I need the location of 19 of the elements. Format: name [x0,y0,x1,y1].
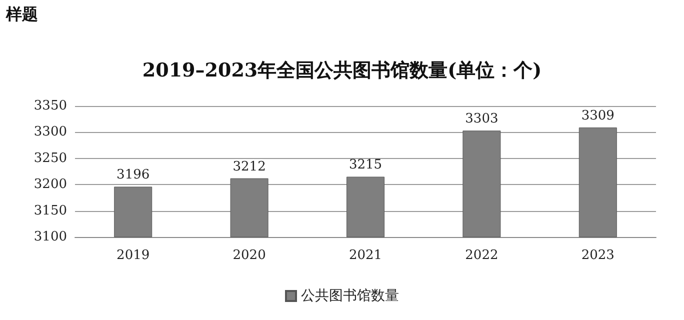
y-tick-label: 3200 [34,177,67,192]
y-tick-label: 3100 [34,230,67,244]
x-tick-label: 2019 [116,248,150,263]
data-label: 3303 [465,112,498,127]
data-label: 3309 [581,108,614,124]
legend-label: 公共图书馆数量 [301,288,399,304]
x-tick-label: 2020 [232,248,266,263]
y-tick-label: 3300 [34,124,67,140]
data-label: 3212 [232,159,266,174]
x-tick-label: 2023 [581,248,614,263]
text: 样题 [5,4,38,24]
chart-title: 2019–2023年全国公共图书馆数量(单位：个) [142,60,542,82]
data-label: 3215 [348,158,382,173]
y-tick-label: 3250 [34,150,67,166]
data-label: 3196 [116,168,150,183]
x-tick-label: 2022 [465,248,498,263]
x-tick-label: 2021 [348,248,382,263]
y-tick-label: 3350 [34,98,67,114]
y-tick-label: 3150 [34,203,67,218]
